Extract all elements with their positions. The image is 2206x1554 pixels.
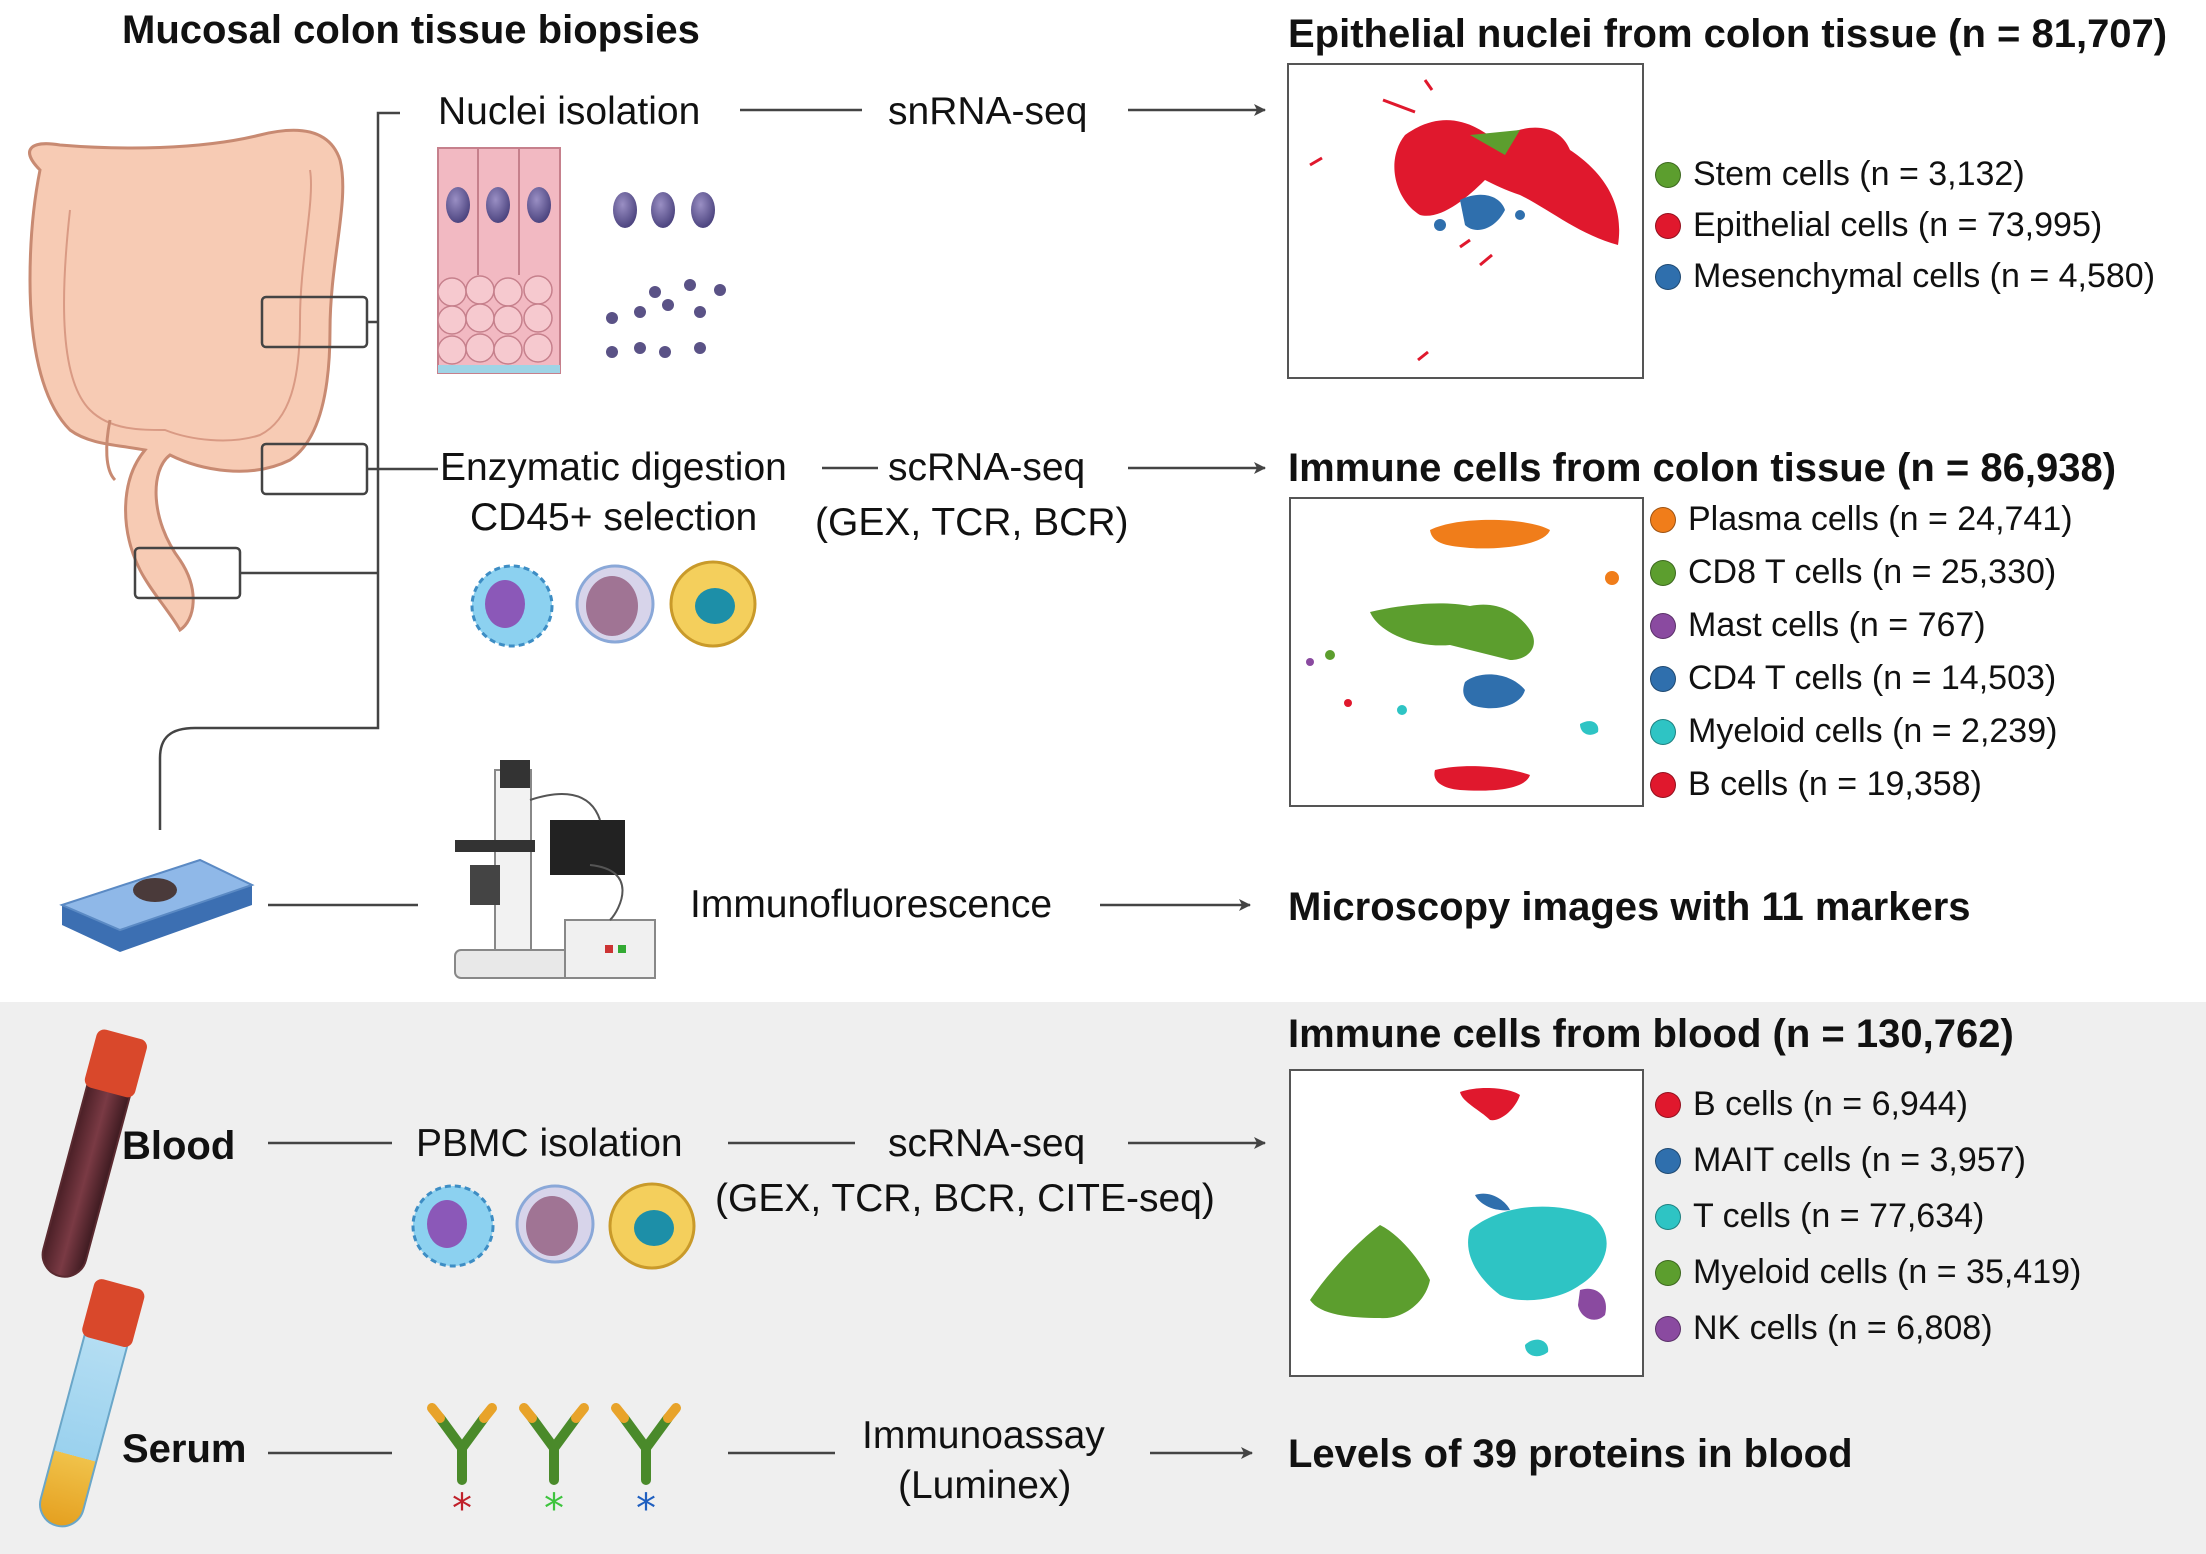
legend-label: Myeloid cells (n = 35,419) — [1693, 1253, 2082, 1291]
legend-swatch — [1650, 771, 1676, 798]
immunoassay-label: Immunoassay — [862, 1414, 1105, 1457]
legend-swatch — [1655, 1259, 1681, 1286]
legend-label: MAIT cells (n = 3,957) — [1693, 1141, 2026, 1179]
legend-item: T cells (n = 77,634) — [1655, 1197, 1984, 1236]
legend-swatch — [1655, 161, 1681, 188]
legend-label: NK cells (n = 6,808) — [1693, 1309, 1993, 1347]
legend-swatch — [1655, 212, 1681, 239]
blood-tube — [41, 1029, 147, 1278]
umap-immune-tissue — [1289, 497, 1644, 807]
svg-text:*: * — [636, 1486, 656, 1532]
legend-item: B cells (n = 6,944) — [1655, 1085, 1968, 1124]
legend-label: Myeloid cells (n = 2,239) — [1688, 712, 2058, 750]
legend-item: Mesenchymal cells (n = 4,580) — [1655, 257, 2155, 296]
page-title: Mucosal colon tissue biopsies — [122, 8, 700, 52]
immune-cells-tissue — [470, 560, 757, 648]
scrna-seq-blood-label: scRNA-seq — [888, 1122, 1086, 1165]
blood-modalities-label: (GEX, TCR, BCR, CITE-seq) — [715, 1177, 1215, 1220]
luminex-label: (Luminex) — [898, 1464, 1072, 1507]
immune-tissue-output-title: Immune cells from colon tissue (n = 86,9… — [1288, 446, 2117, 490]
enzymatic-digestion-label: Enzymatic digestion — [440, 446, 787, 489]
epithelial-output-title: Epithelial nuclei from colon tissue (n =… — [1288, 12, 2168, 56]
legend-swatch — [1655, 1203, 1681, 1230]
svg-text:*: * — [452, 1486, 472, 1532]
legend-swatch — [1650, 612, 1676, 639]
legend-swatch — [1650, 559, 1676, 586]
microscopy-output-title: Microscopy images with 11 markers — [1288, 885, 1971, 929]
microscope-illustration — [454, 760, 656, 979]
legend-item: Plasma cells (n = 24,741) — [1650, 500, 2073, 539]
serum-tube — [39, 1279, 145, 1528]
svg-text:*: * — [544, 1486, 564, 1532]
cd45-selection-label: CD45+ selection — [470, 496, 758, 539]
legend-label: Mast cells (n = 767) — [1688, 606, 1986, 644]
blood-section-background — [0, 1002, 2206, 1554]
legend-item: NK cells (n = 6,808) — [1655, 1309, 1993, 1348]
legend-label: CD4 T cells (n = 14,503) — [1688, 659, 2057, 697]
legend-label: T cells (n = 77,634) — [1693, 1197, 1985, 1235]
legend-item: Myeloid cells (n = 2,239) — [1650, 712, 2057, 751]
legend-swatch — [1655, 1147, 1681, 1174]
legend-swatch — [1655, 1315, 1681, 1342]
legend-item: Stem cells (n = 3,132) — [1655, 155, 2025, 194]
legend-swatch — [1655, 263, 1681, 290]
legend-swatch — [1655, 1091, 1681, 1118]
legend-label: B cells (n = 19,358) — [1688, 765, 1982, 803]
legend-label: CD8 T cells (n = 25,330) — [1688, 553, 2057, 591]
legend-item: Myeloid cells (n = 35,419) — [1655, 1253, 2081, 1292]
isolated-nuclei — [613, 192, 715, 228]
proteins-output-title: Levels of 39 proteins in blood — [1288, 1432, 1853, 1476]
legend-label: Epithelial cells (n = 73,995) — [1693, 206, 2103, 244]
immune-cells-blood — [411, 1182, 696, 1270]
colon-illustration — [28, 128, 345, 633]
legend-item: MAIT cells (n = 3,957) — [1655, 1141, 2026, 1180]
immunofluorescence-label: Immunofluorescence — [690, 883, 1053, 926]
immune-blood-output-title: Immune cells from blood (n = 130,762) — [1288, 1012, 2014, 1056]
legend-item: CD4 T cells (n = 14,503) — [1650, 659, 2056, 698]
legend-item: B cells (n = 19,358) — [1650, 765, 1982, 804]
serum-label: Serum — [122, 1427, 247, 1471]
umap-immune-blood — [1289, 1069, 1644, 1377]
epithelium-illustration — [437, 147, 561, 374]
nuclei-debris — [606, 279, 726, 358]
legend-item: Mast cells (n = 767) — [1650, 606, 1986, 645]
legend-label: Mesenchymal cells (n = 4,580) — [1693, 257, 2156, 295]
antibodies-illustration: * * * — [427, 1403, 681, 1532]
legend-swatch — [1650, 718, 1676, 745]
legend-item: Epithelial cells (n = 73,995) — [1655, 206, 2102, 245]
blood-label: Blood — [122, 1124, 236, 1168]
legend-label: B cells (n = 6,944) — [1693, 1085, 1968, 1123]
nuclei-isolation-label: Nuclei isolation — [438, 90, 701, 133]
scrna-seq-tissue-label: scRNA-seq — [888, 446, 1086, 489]
legend-swatch — [1650, 506, 1676, 533]
legend-label: Stem cells (n = 3,132) — [1693, 155, 2025, 193]
tissue-slide — [59, 858, 255, 952]
umap-epithelial — [1287, 63, 1644, 379]
legend-item: CD8 T cells (n = 25,330) — [1650, 553, 2056, 592]
snrna-seq-label: snRNA-seq — [888, 90, 1088, 133]
pbmc-isolation-label: PBMC isolation — [416, 1122, 683, 1165]
tissue-modalities-label: (GEX, TCR, BCR) — [815, 501, 1129, 544]
legend-label: Plasma cells (n = 24,741) — [1688, 500, 2073, 538]
legend-swatch — [1650, 665, 1676, 692]
